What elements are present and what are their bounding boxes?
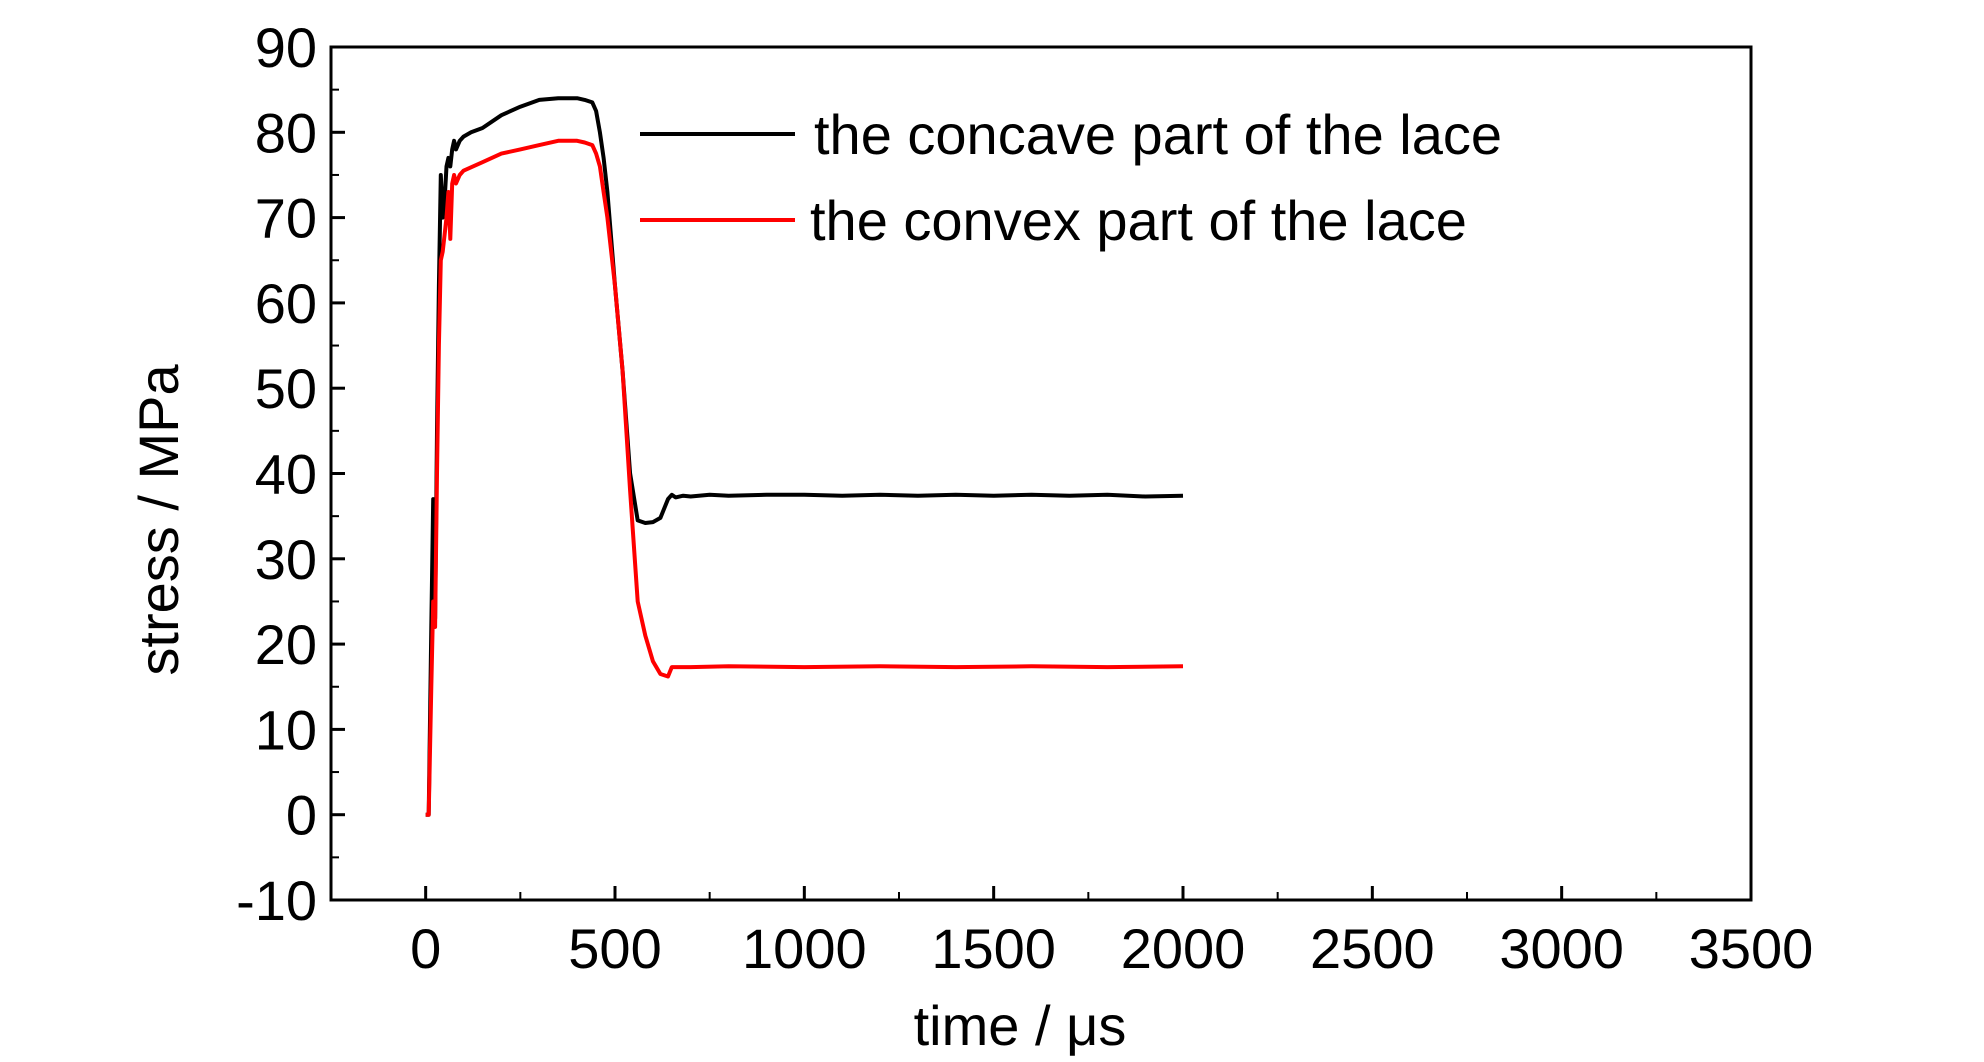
x-axis: 0 500 1000 1500 2000 2500 3000 3500 — [410, 886, 1813, 980]
x-tick-label: 2000 — [1121, 917, 1246, 980]
y-axis: -10 0 10 20 30 40 50 60 70 80 90 — [236, 16, 345, 932]
y-tick-label: -10 — [236, 869, 317, 932]
x-tick-label: 2500 — [1310, 917, 1435, 980]
x-tick-label: 0 — [410, 917, 441, 980]
y-tick-label: 0 — [286, 784, 317, 847]
x-axis-title: time / μs — [914, 994, 1127, 1057]
x-tick-label: 3500 — [1689, 917, 1814, 980]
y-tick-label: 50 — [255, 357, 317, 420]
y-tick-label: 30 — [255, 528, 317, 591]
x-tick-label: 500 — [568, 917, 661, 980]
legend-label: the convex part of the lace — [810, 189, 1467, 252]
y-tick-label: 80 — [255, 101, 317, 164]
x-tick-label: 3000 — [1499, 917, 1624, 980]
x-tick-label: 1000 — [742, 917, 867, 980]
legend-label: the concave part of the lace — [814, 103, 1502, 166]
series-line-concave — [425, 96, 1184, 817]
x-tick-label: 1500 — [931, 917, 1056, 980]
series-line-convex — [425, 138, 1184, 817]
series-layer — [425, 96, 1184, 817]
y-tick-label: 90 — [255, 16, 317, 79]
y-tick-label: 60 — [255, 272, 317, 335]
legend: the concave part of the lace the convex p… — [640, 103, 1502, 252]
y-tick-label: 20 — [255, 613, 317, 676]
y-tick-label: 10 — [255, 698, 317, 761]
y-tick-label: 40 — [255, 443, 317, 506]
plot-frame — [329, 45, 1753, 902]
y-tick-label: 70 — [255, 187, 317, 250]
y-axis-title: stress / MPa — [127, 364, 190, 676]
